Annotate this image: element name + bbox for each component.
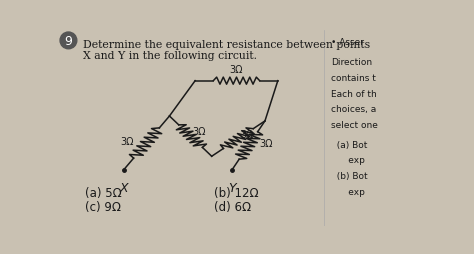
Text: (a) Bot: (a) Bot [331, 140, 367, 149]
Text: (a) 5Ω: (a) 5Ω [85, 187, 122, 200]
Text: select one: select one [331, 120, 378, 129]
Text: 3Ω: 3Ω [192, 127, 206, 137]
Text: (d) 6Ω: (d) 6Ω [213, 200, 251, 213]
Text: 3Ω: 3Ω [120, 136, 134, 147]
Text: Y: Y [228, 181, 236, 194]
Text: Each of th: Each of th [331, 89, 377, 98]
Text: Direction: Direction [331, 58, 372, 67]
Text: (b) 12Ω: (b) 12Ω [213, 187, 258, 200]
Text: X: X [119, 181, 128, 194]
Text: exp: exp [331, 187, 365, 196]
Text: 3Ω: 3Ω [240, 129, 254, 139]
Text: 9: 9 [64, 35, 73, 48]
Text: (c) 9Ω: (c) 9Ω [85, 200, 121, 213]
Text: • Asser: • Asser [331, 38, 364, 47]
Text: 3Ω: 3Ω [230, 65, 243, 74]
Text: (b) Bot: (b) Bot [331, 171, 368, 180]
Text: Determine the equivalent resistance between points: Determine the equivalent resistance betw… [83, 40, 370, 50]
Text: 3Ω: 3Ω [259, 139, 273, 149]
Text: contains t: contains t [331, 73, 376, 83]
Text: X and Y in the following circuit.: X and Y in the following circuit. [83, 51, 257, 61]
Text: choices, a: choices, a [331, 105, 376, 114]
Text: exp: exp [331, 156, 365, 165]
